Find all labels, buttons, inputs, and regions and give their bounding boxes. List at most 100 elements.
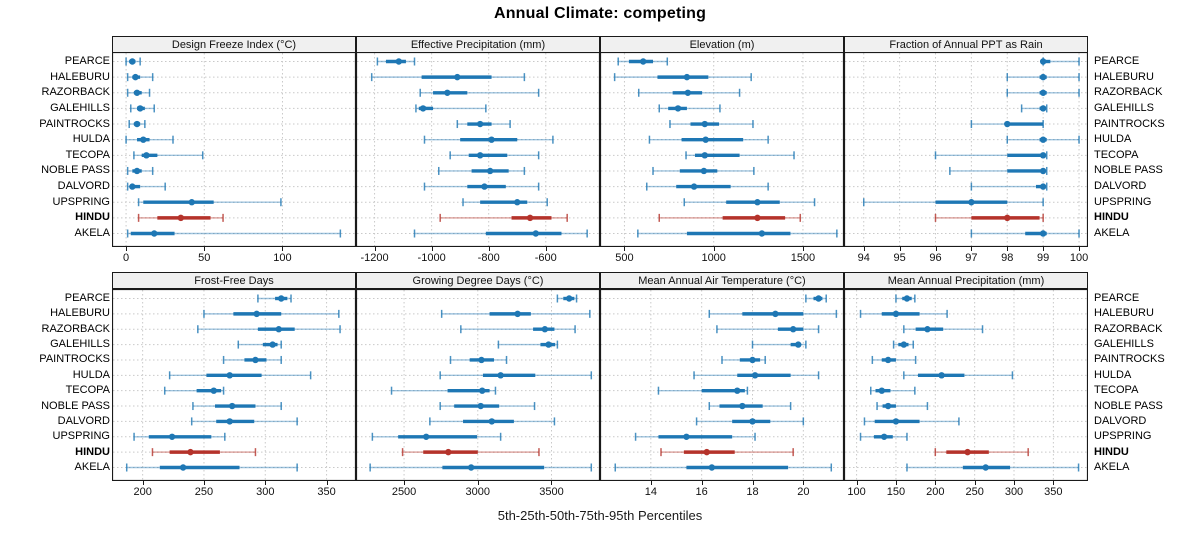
panel-strip: Elevation (m) xyxy=(600,36,844,53)
axis-tick xyxy=(899,247,901,251)
panel-strip-title: Design Freeze Index (°C) xyxy=(171,38,297,51)
axis-tick-label: 16 xyxy=(695,486,708,498)
median-dot xyxy=(754,214,761,222)
site-label-left-hindu: HINDU xyxy=(75,211,110,224)
site-label-right-hindu: HINDU xyxy=(1094,211,1129,224)
median-dot xyxy=(1039,89,1047,96)
axis-tick-label: -800 xyxy=(477,252,500,264)
median-dot xyxy=(228,402,236,410)
median-dot xyxy=(772,310,779,318)
panel-border xyxy=(599,288,845,482)
median-dot xyxy=(541,326,549,333)
axis-tick xyxy=(752,481,754,485)
median-dot xyxy=(964,448,971,456)
panel-strip: Design Freeze Index (°C) xyxy=(112,36,356,53)
interval-highlight-hindu xyxy=(401,448,540,457)
median-dot xyxy=(497,372,504,379)
panel-strip: Fraction of Annual PPT as Rain xyxy=(844,36,1088,53)
interval-paintrocks xyxy=(669,120,754,129)
median-dot xyxy=(187,448,194,456)
interval-paintrocks xyxy=(449,355,508,364)
interval-hulda xyxy=(423,135,554,144)
panel-plot-area xyxy=(843,51,1089,248)
interval-galehills xyxy=(751,340,807,349)
axis-tick-label: 0 xyxy=(123,252,130,264)
axis-tick xyxy=(1053,481,1055,485)
axis-tick-label: 250 xyxy=(965,486,984,498)
axis-tick xyxy=(1043,247,1045,251)
panel xyxy=(843,288,1089,482)
median-dot xyxy=(884,356,892,364)
site-label-left-hulda: HULDA xyxy=(72,133,110,146)
site-label-right-paintrocks: PAINTROCKS xyxy=(1094,117,1165,130)
interval-galehills xyxy=(892,340,915,349)
panel-strip-title: Mean Annual Precipitation (mm) xyxy=(887,274,1045,287)
site-label-right-akela: AKELA xyxy=(1094,461,1130,473)
site-label-right-hulda: HULDA xyxy=(1094,368,1132,381)
figure-title: Annual Climate: competing xyxy=(493,5,707,22)
median-dot xyxy=(252,356,259,364)
axis-tick xyxy=(488,247,490,251)
median-dot xyxy=(1039,136,1047,143)
median-dot xyxy=(749,418,756,425)
site-label-left-pearce: PEARCE xyxy=(64,55,110,67)
site-label-left-akela: AKELA xyxy=(74,461,110,473)
axis-tick-label: 300 xyxy=(1004,486,1024,498)
site-label-right-tecopa: TECOPA xyxy=(1094,148,1139,161)
axis-tick-label: 250 xyxy=(194,486,214,498)
interval-galehills xyxy=(1020,104,1048,113)
panel-plot-area xyxy=(599,51,845,248)
interval-dalvord xyxy=(126,182,166,191)
median-dot xyxy=(884,402,892,410)
interval-dalvord xyxy=(190,417,298,426)
interval-highlight-hindu xyxy=(137,213,224,222)
panel xyxy=(111,51,357,248)
interval-haleburu xyxy=(370,73,526,82)
axis-tick xyxy=(971,247,973,251)
interval-noble-pass xyxy=(438,166,526,175)
interval-noble-pass xyxy=(192,402,282,411)
site-label-right-noble-pass: NOBLE PASS xyxy=(1094,399,1163,412)
panel xyxy=(599,51,845,248)
axis-tick-label: 96 xyxy=(929,252,942,264)
median-dot xyxy=(419,105,427,112)
axis-tick-label: 94 xyxy=(857,252,870,264)
interval-noble-pass xyxy=(439,402,536,411)
axis-tick-label: 18 xyxy=(746,486,759,498)
axis-tick xyxy=(701,481,703,485)
median-dot xyxy=(690,183,698,190)
interval-akela xyxy=(970,229,1080,238)
interval-highlight-hindu xyxy=(934,448,1029,457)
median-dot xyxy=(700,167,708,175)
interval-razorback xyxy=(637,88,741,97)
median-dot xyxy=(702,136,709,143)
axis-tick xyxy=(650,481,652,485)
median-dot xyxy=(1039,152,1047,159)
site-label-left-haleburu: HALEBURU xyxy=(50,307,110,320)
median-dot xyxy=(739,402,746,410)
median-dot xyxy=(1004,120,1011,128)
axis-tick xyxy=(1014,481,1015,485)
median-dot xyxy=(478,356,485,364)
median-dot xyxy=(878,387,885,394)
site-label-left-haleburu: HALEBURU xyxy=(50,70,110,83)
median-dot xyxy=(140,136,147,143)
axis-tick-label: 20 xyxy=(797,486,810,498)
interval-hulda xyxy=(903,371,1014,380)
panel-strip-title: Effective Precipitation (mm) xyxy=(410,38,546,51)
axis-tick xyxy=(142,481,144,485)
interval-pearce xyxy=(805,294,827,303)
interval-galehills xyxy=(237,340,282,349)
interval-dalvord xyxy=(695,417,805,426)
median-dot xyxy=(789,326,797,333)
panel-border xyxy=(355,51,601,248)
interval-haleburu xyxy=(708,309,838,318)
panel-strip: Effective Precipitation (mm) xyxy=(356,36,600,53)
interval-dalvord xyxy=(423,182,540,191)
panel-border xyxy=(843,51,1089,248)
panel-strip-title: Frost-Free Days xyxy=(194,274,274,287)
median-dot xyxy=(684,89,692,96)
interval-galehills xyxy=(130,104,155,113)
median-dot xyxy=(226,418,233,425)
median-dot xyxy=(481,183,488,190)
